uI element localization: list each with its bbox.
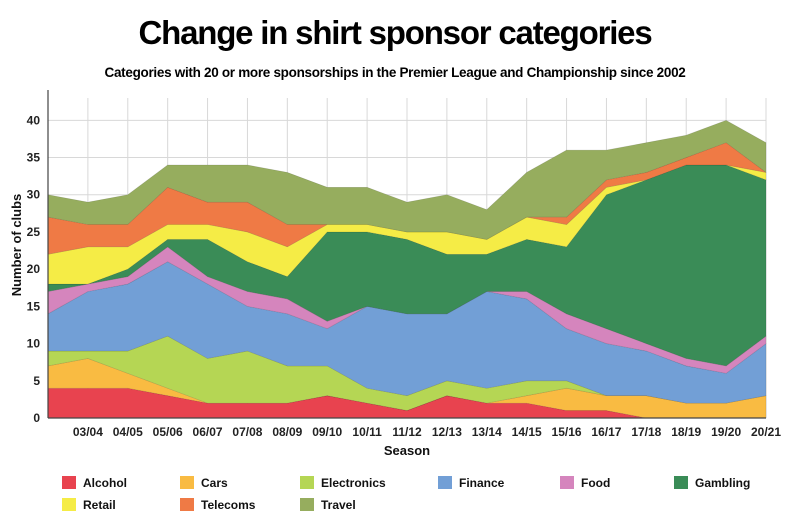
legend-label: Food xyxy=(581,476,610,490)
x-tick-label: 12/13 xyxy=(432,425,462,439)
x-tick-label: 11/12 xyxy=(392,425,422,439)
legend-item-finance: Finance xyxy=(438,476,505,490)
y-tick-label: 5 xyxy=(33,374,40,388)
legend-swatch xyxy=(674,476,688,489)
x-tick-label: 13/14 xyxy=(472,425,502,439)
legend-swatch xyxy=(62,476,76,489)
legend-item-gambling: Gambling xyxy=(674,476,750,490)
x-tick-label: 16/17 xyxy=(591,425,621,439)
x-tick-label: 07/08 xyxy=(232,425,262,439)
area-finance xyxy=(47,261,767,404)
y-tick-label: 15 xyxy=(27,299,41,313)
legend-swatch xyxy=(62,498,76,511)
legend-label: Finance xyxy=(459,476,505,490)
legend-item-travel: Travel xyxy=(300,498,356,512)
y-tick-label: 10 xyxy=(27,337,41,351)
y-tick-label: 20 xyxy=(27,262,41,276)
legend-item-alcohol: Alcohol xyxy=(62,476,127,490)
chart-title: Change in shirt sponsor categories xyxy=(139,14,652,51)
areas xyxy=(47,119,767,419)
legend-label: Alcohol xyxy=(83,476,127,490)
legend-label: Electronics xyxy=(321,476,386,490)
y-tick-label: 35 xyxy=(27,151,41,165)
axes: 0 5 10 15 20 25 30 35 40 03/04 04/05 05/06 06/07 07/0… xyxy=(27,90,781,439)
x-tick-label: 04/05 xyxy=(113,425,143,439)
legend-item-telecoms: Telecoms xyxy=(180,498,256,512)
legend-swatch xyxy=(300,476,314,489)
y-axis-label: Number of clubs xyxy=(9,194,24,297)
x-tick-label: 08/09 xyxy=(272,425,302,439)
x-tick-label: 19/20 xyxy=(711,425,741,439)
x-axis-label: Season xyxy=(384,443,430,458)
x-tick-label: 17/18 xyxy=(631,425,661,439)
legend-label: Telecoms xyxy=(201,498,256,512)
legend-swatch xyxy=(300,498,314,511)
x-tick-label: 06/07 xyxy=(193,425,223,439)
legend-label: Cars xyxy=(201,476,228,490)
legend: Alcohol Cars Electronics Finance Food Gamblin… xyxy=(62,476,750,512)
legend-item-electronics: Electronics xyxy=(300,476,386,490)
x-tick-label: 14/15 xyxy=(512,425,542,439)
legend-swatch xyxy=(180,476,194,489)
legend-item-cars: Cars xyxy=(180,476,228,490)
area-travel xyxy=(47,119,767,240)
x-tick-label: 09/10 xyxy=(312,425,342,439)
x-tick-label: 05/06 xyxy=(153,425,183,439)
legend-swatch xyxy=(438,476,452,489)
y-tick-label: 30 xyxy=(27,188,41,202)
legend-label: Travel xyxy=(321,498,356,512)
x-tick-label: 18/19 xyxy=(671,425,701,439)
chart-subtitle: Categories with 20 or more sponsorships … xyxy=(105,65,686,80)
legend-label: Retail xyxy=(83,498,116,512)
y-tick-label: 25 xyxy=(27,225,41,239)
y-tick-label: 0 xyxy=(33,411,40,425)
legend-swatch xyxy=(180,498,194,511)
legend-item-retail: Retail xyxy=(62,498,116,512)
x-tick-label: 03/04 xyxy=(73,425,103,439)
legend-swatch xyxy=(560,476,574,489)
y-tick-label: 40 xyxy=(27,113,41,127)
x-tick-label: 20/21 xyxy=(751,425,781,439)
legend-item-food: Food xyxy=(560,476,610,490)
x-tick-label: 15/16 xyxy=(552,425,582,439)
x-tick-label: 10/11 xyxy=(352,425,382,439)
legend-label: Gambling xyxy=(695,476,750,490)
